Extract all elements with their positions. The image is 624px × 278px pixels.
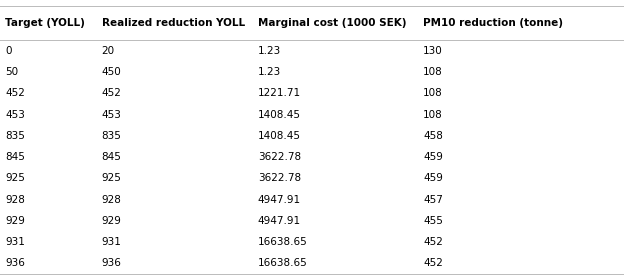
Text: 845: 845 bbox=[5, 152, 25, 162]
Text: 929: 929 bbox=[5, 216, 25, 226]
Text: 1408.45: 1408.45 bbox=[258, 131, 301, 141]
Text: Realized reduction YOLL: Realized reduction YOLL bbox=[102, 18, 245, 28]
Text: 458: 458 bbox=[423, 131, 443, 141]
Text: 457: 457 bbox=[423, 195, 443, 205]
Text: Target (YOLL): Target (YOLL) bbox=[5, 18, 85, 28]
Text: 925: 925 bbox=[5, 173, 25, 183]
Text: 455: 455 bbox=[423, 216, 443, 226]
Text: 931: 931 bbox=[5, 237, 25, 247]
Text: 50: 50 bbox=[5, 67, 18, 77]
Text: 928: 928 bbox=[5, 195, 25, 205]
Text: 1.23: 1.23 bbox=[258, 67, 281, 77]
Text: 3622.78: 3622.78 bbox=[258, 173, 301, 183]
Text: 936: 936 bbox=[102, 258, 122, 268]
Text: 20: 20 bbox=[102, 46, 115, 56]
Text: 928: 928 bbox=[102, 195, 122, 205]
Text: 1.23: 1.23 bbox=[258, 46, 281, 56]
Text: 453: 453 bbox=[102, 110, 122, 120]
Text: 16638.65: 16638.65 bbox=[258, 237, 308, 247]
Text: 450: 450 bbox=[102, 67, 122, 77]
Text: 835: 835 bbox=[102, 131, 122, 141]
Text: 459: 459 bbox=[423, 173, 443, 183]
Text: 845: 845 bbox=[102, 152, 122, 162]
Text: 929: 929 bbox=[102, 216, 122, 226]
Text: 108: 108 bbox=[423, 110, 443, 120]
Text: 936: 936 bbox=[5, 258, 25, 268]
Text: 835: 835 bbox=[5, 131, 25, 141]
Text: Marginal cost (1000 SEK): Marginal cost (1000 SEK) bbox=[258, 18, 406, 28]
Text: 459: 459 bbox=[423, 152, 443, 162]
Text: 1221.71: 1221.71 bbox=[258, 88, 301, 98]
Text: PM10 reduction (tonne): PM10 reduction (tonne) bbox=[423, 18, 563, 28]
Text: 3622.78: 3622.78 bbox=[258, 152, 301, 162]
Text: 16638.65: 16638.65 bbox=[258, 258, 308, 268]
Text: 931: 931 bbox=[102, 237, 122, 247]
Text: 452: 452 bbox=[423, 237, 443, 247]
Text: 452: 452 bbox=[102, 88, 122, 98]
Text: 925: 925 bbox=[102, 173, 122, 183]
Text: 130: 130 bbox=[423, 46, 443, 56]
Text: 108: 108 bbox=[423, 88, 443, 98]
Text: 452: 452 bbox=[423, 258, 443, 268]
Text: 0: 0 bbox=[5, 46, 11, 56]
Text: 108: 108 bbox=[423, 67, 443, 77]
Text: 4947.91: 4947.91 bbox=[258, 195, 301, 205]
Text: 1408.45: 1408.45 bbox=[258, 110, 301, 120]
Text: 452: 452 bbox=[5, 88, 25, 98]
Text: 453: 453 bbox=[5, 110, 25, 120]
Text: 4947.91: 4947.91 bbox=[258, 216, 301, 226]
